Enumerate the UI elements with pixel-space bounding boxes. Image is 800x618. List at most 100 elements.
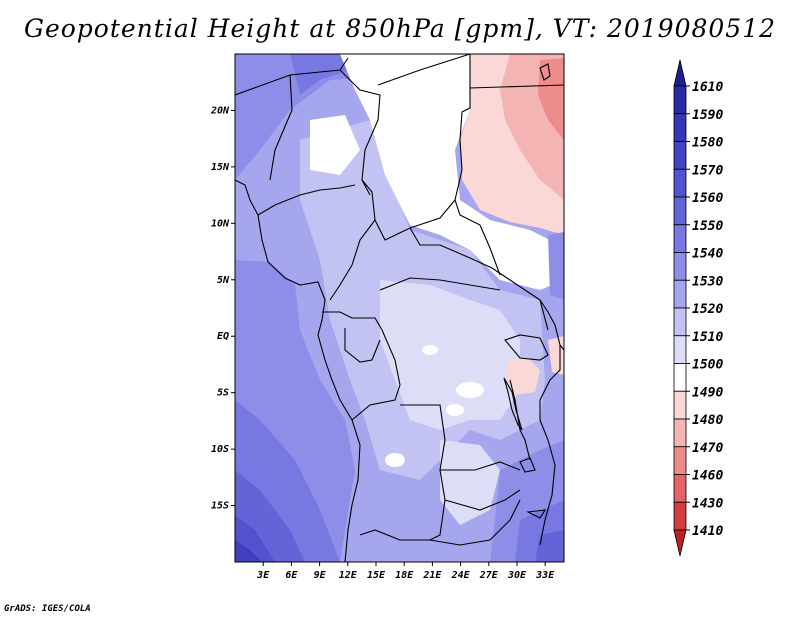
lon-label: 12E: [339, 570, 358, 581]
colorbar-swatch: [673, 168, 687, 198]
field-ne-pink3: [538, 58, 564, 140]
field-patch: [446, 404, 464, 416]
field-nw: [235, 54, 470, 180]
field-east-edge: [548, 232, 564, 300]
lat-label: 5N: [217, 275, 230, 286]
lake: [503, 377, 523, 431]
colorbar-label: 1540: [692, 247, 723, 262]
colorbar-swatch: [673, 335, 687, 364]
colorbar-swatch: [673, 474, 687, 503]
field-north-white: [340, 54, 564, 290]
lake: [539, 63, 551, 81]
border: [504, 334, 549, 361]
colorbar-label: 1510: [692, 330, 723, 345]
colorbar-swatch: [673, 113, 687, 142]
colorbar-label: 1490: [692, 385, 723, 400]
colorbar-swatch: [673, 196, 687, 226]
border: [509, 379, 531, 461]
field-patch: [456, 382, 484, 398]
border: [539, 345, 561, 420]
border: [409, 227, 549, 331]
colorbar-swatch: [673, 141, 687, 170]
colorbar-swatch: [673, 279, 687, 309]
field-se3: [535, 530, 564, 562]
colorbar-swatch: [673, 252, 687, 281]
height-field: [235, 54, 564, 562]
colorbar-label: 1570: [692, 163, 723, 178]
colorbar-swatch: [673, 418, 687, 448]
field-ocean-sw4: [235, 540, 262, 562]
latitude-axis: 20N 15N 10N 5N EQ 5S 10S 15S: [210, 105, 235, 512]
lon-label: 3E: [256, 570, 270, 581]
colorbar-label: 1550: [692, 219, 723, 234]
border: [329, 219, 376, 301]
border: [469, 84, 564, 89]
colorbar-bottom-arrow: [673, 529, 687, 557]
border: [379, 277, 501, 291]
colorbar-label: 1410: [692, 524, 723, 539]
colorbar-swatch: [673, 224, 687, 253]
border: [454, 54, 501, 276]
colorbar-label: 1580: [692, 136, 723, 151]
map-frame: [234, 53, 565, 563]
lat-label: 15S: [211, 501, 229, 512]
lon-label: 6E: [285, 570, 298, 581]
colorbar-swatch: [673, 85, 687, 115]
country-borders: [235, 54, 564, 562]
border: [444, 489, 521, 511]
lon-label: 21E: [422, 570, 442, 581]
field-south-central: [440, 440, 500, 525]
colorbar-label: 1590: [692, 108, 723, 123]
colorbar-swatch: [673, 446, 687, 475]
lon-label: 15E: [367, 570, 386, 581]
border: [429, 499, 521, 546]
colorbar-label: 1470: [692, 441, 723, 456]
coastline-west: [235, 179, 361, 562]
colorbar-label: 1500: [692, 358, 723, 373]
colorbar-label: 1560: [692, 191, 723, 206]
colorbar-swatch: [673, 363, 687, 392]
field-nw2: [290, 54, 440, 95]
lake: [526, 509, 547, 519]
lon-label: 24E: [451, 570, 471, 581]
lon-label: 27E: [479, 570, 499, 581]
colorbar-label: 1460: [692, 469, 723, 484]
lon-label: 33E: [535, 570, 555, 581]
colorbar-label: 1480: [692, 413, 723, 428]
colorbar: 1610 1590 1580 1570 1560 1550 1540 1530 1520 1510…: [673, 59, 723, 557]
field-patch: [422, 345, 438, 355]
colorbar-swatch: [673, 501, 687, 531]
border: [361, 179, 456, 241]
lon-label: 9E: [314, 570, 327, 581]
colorbar-label: 1520: [692, 302, 723, 317]
border: [322, 311, 383, 331]
grads-credit: GrADS: IGES/COLA: [4, 604, 91, 614]
lat-label: 5S: [217, 388, 229, 399]
colorbar-swatch: [673, 390, 687, 420]
colorbar-swatch: [673, 307, 687, 337]
colorbar-label: 1430: [692, 496, 723, 511]
border: [257, 184, 356, 216]
lat-label: 15N: [211, 162, 230, 173]
lat-label: EQ: [217, 331, 229, 342]
map-title: Geopotential Height at 850hPa [gpm], VT:…: [23, 14, 777, 43]
field-patch: [385, 453, 405, 467]
colorbar-top-arrow: [673, 59, 687, 87]
longitude-axis: 3E 6E 9E 12E 15E 18E 21E 24E 27E 30E 33E: [256, 562, 555, 581]
lon-label: 18E: [395, 570, 414, 581]
border: [269, 74, 293, 181]
border: [377, 54, 471, 86]
lake: [519, 457, 536, 473]
field-central-lighter: [380, 280, 520, 430]
lon-label: 30E: [507, 570, 527, 581]
border: [344, 328, 381, 363]
field-east-pink: [505, 358, 540, 395]
border: [539, 299, 564, 351]
colorbar-label: 1530: [692, 274, 723, 289]
field-north-white-2: [310, 115, 360, 175]
lat-label: 10S: [211, 444, 229, 455]
lat-label: 20N: [210, 105, 230, 116]
lat-label: 10N: [211, 218, 230, 229]
border: [235, 57, 349, 96]
